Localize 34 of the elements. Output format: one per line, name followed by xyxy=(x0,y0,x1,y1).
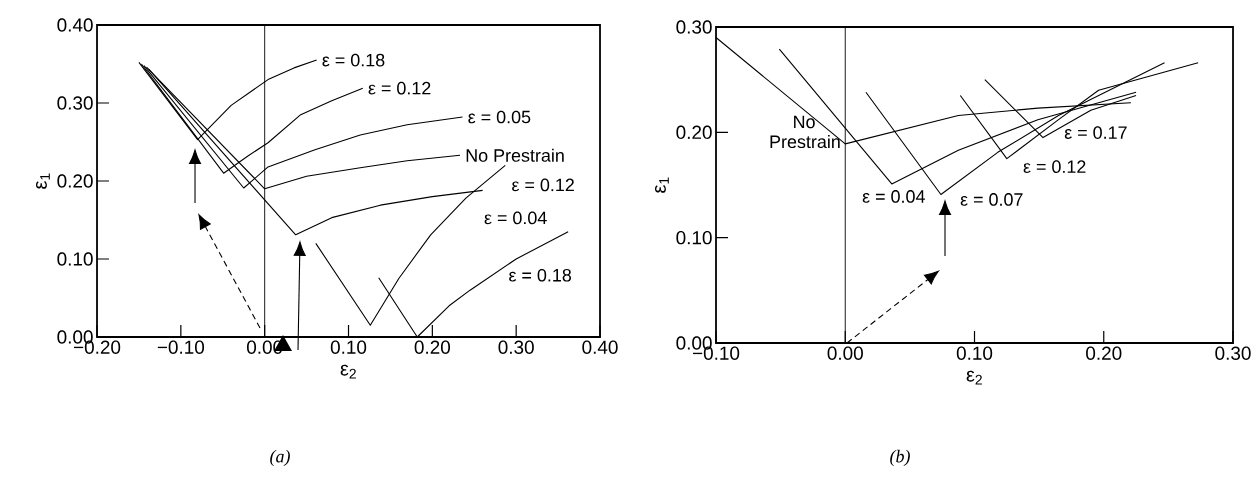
x-tick-label: −0.10 xyxy=(157,340,205,354)
series-label: No Prestrain xyxy=(770,115,840,149)
legend-label: ε = 0.07 xyxy=(960,193,1023,206)
series-label: No Prestrain xyxy=(466,148,564,162)
y-tick-label: 0.30 xyxy=(57,96,93,110)
y-tick-label: 0.20 xyxy=(676,125,712,140)
y-axis-title: ε$_{1}$ xyxy=(35,173,50,189)
series-label: ε = 0.12 xyxy=(368,81,431,95)
x-tick-label: 0.10 xyxy=(956,346,993,360)
x-tick-label: 0.30 xyxy=(498,340,534,354)
x-tick-label: 0.20 xyxy=(414,340,451,354)
series-label: ε = 0.12 xyxy=(512,178,574,192)
x-tick-label: 0.30 xyxy=(1215,346,1251,360)
series-label: ε = 0.04 xyxy=(862,190,925,203)
y-tick-label: 0.40 xyxy=(57,18,93,32)
series-label: ε = 0.18 xyxy=(509,268,572,282)
series-label: ε = 0.17 xyxy=(1064,126,1127,139)
y-axis-title: ε$_{1}$ xyxy=(654,177,669,193)
text: (a) xyxy=(270,449,290,467)
series-label: ε = 0.12 xyxy=(1023,160,1086,173)
y-tick-label: 0.10 xyxy=(676,230,712,245)
x-axis-title: ε$_{2}$ xyxy=(340,364,356,379)
x-axis-title: ε$_{2}$ xyxy=(966,370,982,385)
x-tick-label: 0.10 xyxy=(330,340,367,354)
series-label: ε = 0.05 xyxy=(468,110,531,124)
x-tick-label: 0.40 xyxy=(582,340,618,354)
y-tick-label: 0.20 xyxy=(57,174,93,188)
y-tick-label: 0.30 xyxy=(676,20,712,34)
text: (b) xyxy=(890,449,910,467)
series-label: ε = 0.04 xyxy=(484,211,547,225)
x-tick-label: 0.00 xyxy=(827,346,863,360)
x-tick-label: 0.20 xyxy=(1086,346,1122,360)
series-label: ε = 0.18 xyxy=(322,53,385,67)
y-tick-label: 0.10 xyxy=(57,252,93,266)
